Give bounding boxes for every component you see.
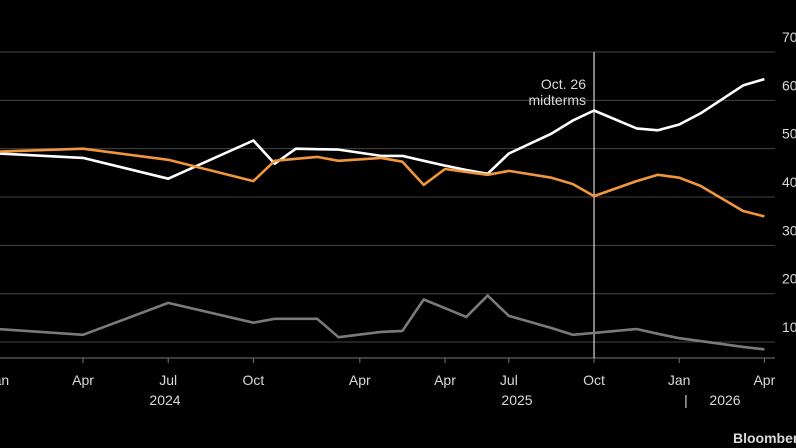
y-tick-label: 40 [782,174,796,190]
x-tick-label: Apr [349,372,371,388]
y-tick-label: 60 [782,77,796,93]
y-tick-label: 10 [782,319,796,335]
series-line [0,77,765,180]
year-label: 2026 [709,392,740,408]
y-tick-label: 20 [782,271,796,287]
year-label: 2024 [149,392,180,408]
year-label: | [684,392,688,408]
annotation-text: midterms [528,92,586,108]
x-tick-label: Apr [753,372,775,388]
y-tick-label: 50 [782,126,796,142]
y-tick-label: 70 [782,29,796,45]
x-tick-label: Jan [668,372,691,388]
x-tick-label: Apr [434,372,456,388]
x-tick-label: Apr [72,372,94,388]
x-tick-label: Jan [0,372,9,388]
x-tick-label: Jul [159,372,177,388]
x-tick-label: Oct [242,372,264,388]
source: Bloomberg [733,430,796,446]
y-tick-label: 30 [782,222,796,238]
x-tick-label: Oct [583,372,605,388]
year-label: 2025 [501,392,532,408]
annotation-text: Oct. 26 [541,76,586,92]
series-line [0,294,765,351]
series-line [0,147,765,218]
x-tick-label: Jul [500,372,518,388]
